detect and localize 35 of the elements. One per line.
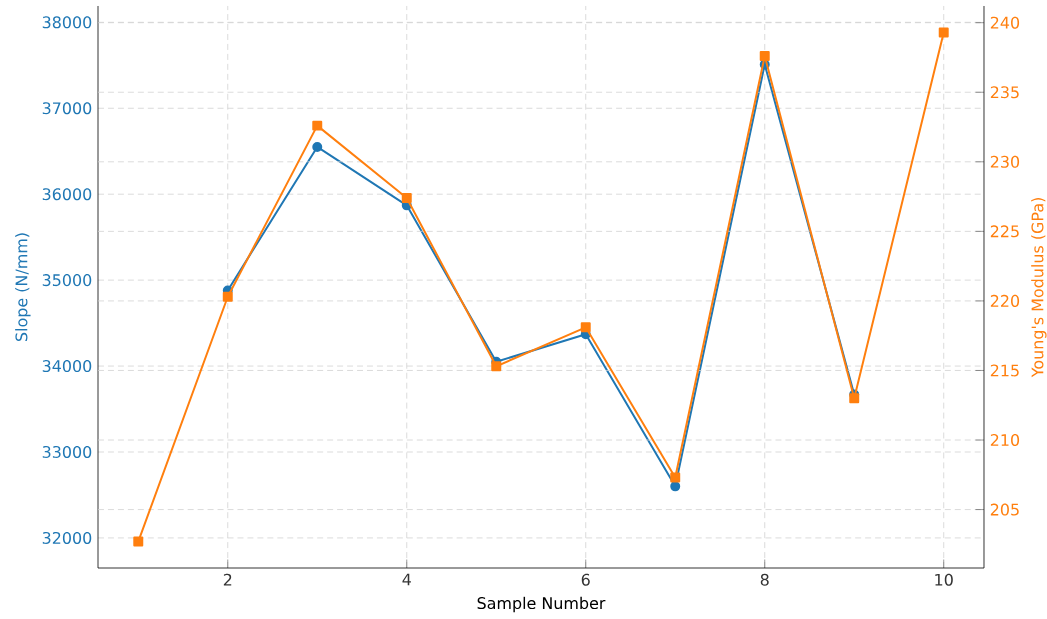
point xyxy=(312,141,323,152)
y-tick-label: 33000 xyxy=(42,445,92,459)
y2-tick-label: 210 xyxy=(990,433,1020,447)
y2-tick-label: 215 xyxy=(990,364,1019,377)
y2-tick-label: 220 xyxy=(990,294,1020,307)
point xyxy=(849,393,860,404)
y2-tick-label: 230 xyxy=(990,155,1020,168)
y2-tick-label: 240 xyxy=(990,16,1020,29)
point xyxy=(759,51,770,62)
point xyxy=(133,536,144,547)
x-tick-label: 4 xyxy=(402,573,411,586)
y-tick-label: 34000 xyxy=(42,360,92,373)
x-tick-label: 10 xyxy=(935,573,953,586)
point xyxy=(401,192,412,203)
x-tick-label: 8 xyxy=(760,573,769,586)
y-tick-label: 32000 xyxy=(42,531,92,544)
y-axis-title: Slope (N/mm) xyxy=(15,233,31,341)
y2-axis-title: Young's Modulus (GPa) xyxy=(1031,198,1047,378)
x-axis-title: Sample Number xyxy=(477,596,606,613)
x-tick-label: 6 xyxy=(581,573,590,586)
y-tick-label: 38000 xyxy=(42,16,92,29)
point xyxy=(938,27,949,38)
x-tick-label: 2 xyxy=(223,573,232,586)
point xyxy=(222,291,233,302)
point xyxy=(670,481,681,492)
y-tick-label: 36000 xyxy=(42,188,92,201)
point xyxy=(312,120,323,131)
point xyxy=(670,472,681,483)
y-tick-label: 35000 xyxy=(42,274,92,287)
y2-tick-label: 225 xyxy=(990,225,1019,238)
point xyxy=(580,322,591,333)
y-tick-label: 37000 xyxy=(42,102,92,115)
y2-tick-label: 205 xyxy=(990,503,1019,516)
y2-tick-label: 235 xyxy=(990,86,1019,99)
point xyxy=(491,361,502,372)
